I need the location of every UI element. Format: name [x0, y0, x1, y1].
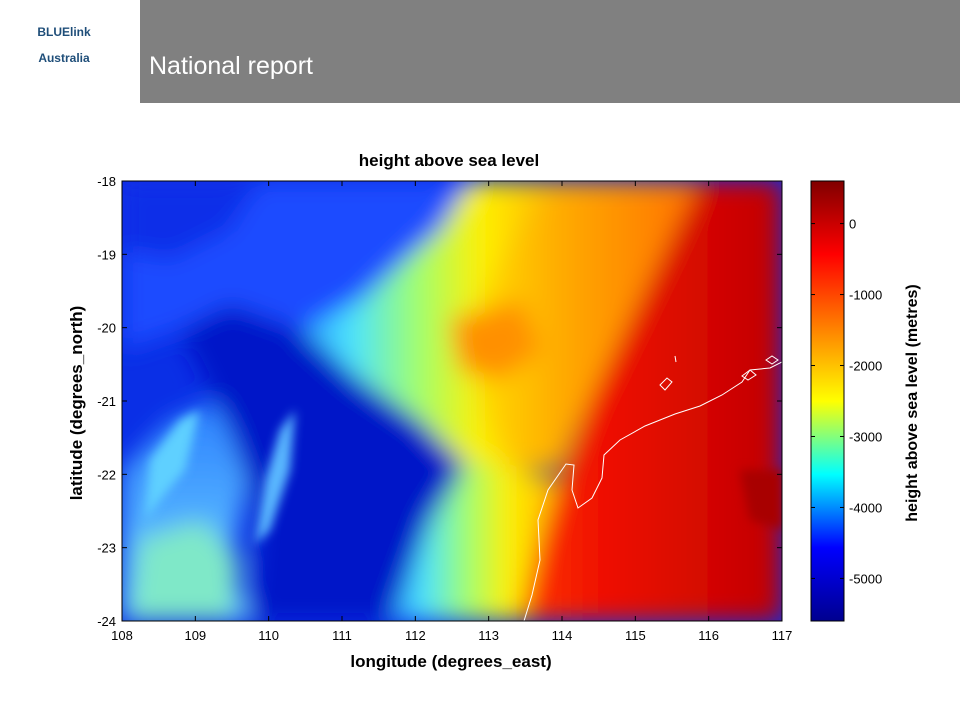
y-tick-label: -22	[97, 467, 116, 482]
x-tick-label: 116	[698, 628, 719, 643]
heatmap	[122, 181, 782, 621]
coastline	[523, 361, 782, 621]
x-tick-label: 114	[552, 628, 573, 643]
y-tick-label: -19	[97, 247, 116, 262]
brand-logo: BLUElink Australia	[0, 0, 140, 103]
y-tick-label: -20	[97, 321, 116, 336]
colorbar	[810, 180, 845, 622]
page-title: National report	[149, 52, 313, 80]
x-tick-label: 117	[772, 628, 793, 643]
colorbar-axis: 0 -1000 -2000 -3000 -4000 -5000	[811, 217, 882, 586]
x-tick-label: 113	[478, 628, 499, 643]
y-axis-label: latitude (degrees_north)	[67, 306, 86, 501]
y-tick-label: -23	[97, 541, 116, 556]
colorbar-label: height above sea level (metres)	[904, 284, 921, 521]
header-bar: National report	[140, 0, 960, 103]
x-tick-label: 111	[332, 628, 352, 643]
colorbar-tick-label: -2000	[849, 359, 882, 374]
colorbar-tick-label: 0	[849, 217, 856, 232]
colorbar-tick-label: -5000	[849, 571, 882, 586]
chart-title: height above sea level	[359, 151, 539, 170]
y-tick-label: -21	[97, 394, 116, 409]
x-axis-label: longitude (degrees_east)	[350, 652, 551, 671]
x-tick-label: 112	[405, 628, 426, 643]
x-tick-label: 109	[184, 628, 206, 643]
y-tick-label: -18	[97, 174, 116, 189]
colorbar-tick-label: -1000	[849, 288, 882, 303]
colorbar-tick-label: -4000	[849, 500, 882, 515]
colorbar-tick-label: -3000	[849, 429, 882, 444]
x-axis: 108 109 110 111 112 113 114 115 116 117	[111, 181, 792, 643]
x-tick-label: 115	[625, 628, 646, 643]
y-tick-label: -24	[97, 614, 116, 629]
x-tick-label: 110	[258, 628, 279, 643]
brand-region: Australia	[38, 51, 90, 65]
x-tick-label: 108	[111, 628, 133, 643]
y-axis: -18 -19 -20 -21 -22 -23 -24	[97, 174, 782, 629]
brand-name: BLUElink	[37, 25, 91, 39]
